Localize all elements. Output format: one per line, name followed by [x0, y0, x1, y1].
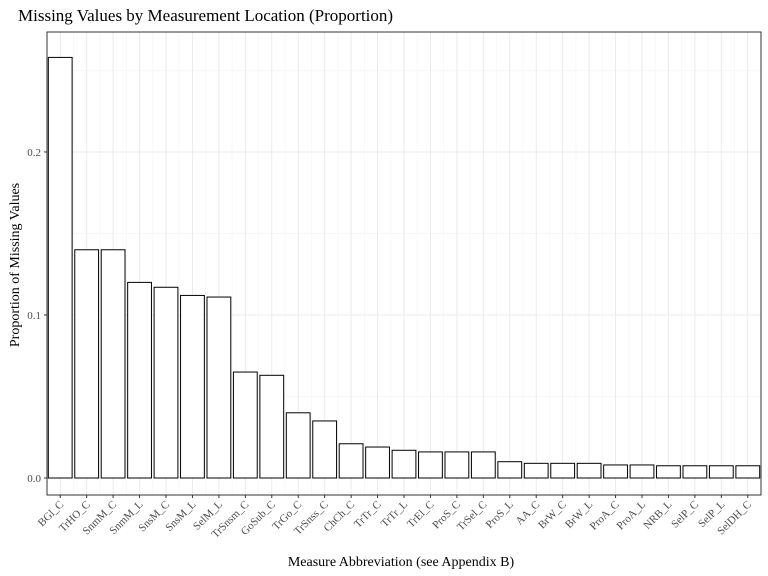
bar-SnsM_C — [153, 286, 179, 479]
x-axis-title: Measure Abbreviation (see Appendix B) — [288, 555, 515, 570]
bars — [47, 56, 761, 479]
bar-SelP_L — [708, 465, 734, 479]
x-tick-label: ProS_L — [484, 498, 516, 530]
bar-ProS_L — [497, 461, 523, 479]
bar-TrHO_C — [74, 249, 100, 479]
bar-BGl_C — [47, 56, 73, 479]
y-tick-label: 0.1 — [27, 310, 41, 322]
bar-TrTr_C — [365, 446, 390, 479]
x-tick-label: TrSel_C — [455, 499, 490, 534]
y-axis: 0.0 0.1 0.2 — [27, 147, 47, 485]
bar-NRB_L — [656, 465, 681, 479]
bar-ChCh_C — [338, 443, 364, 479]
x-tick-label: BrW_C — [536, 499, 569, 532]
bar-ProA_C — [603, 464, 628, 479]
bar-ProS_C — [444, 451, 470, 479]
x-tick-label: TrTr_C — [352, 499, 384, 531]
bar-BrW_C — [550, 462, 576, 479]
x-tick-label: TrTr_L — [379, 498, 410, 529]
bar-BrW_L — [576, 462, 602, 479]
bar-ProA_L — [629, 464, 655, 479]
x-axis: BGl_CTrHO_CSnmM_CSnmM_LSnsM_CSnsM_LSelM_… — [36, 495, 754, 541]
bar-AA_C — [523, 462, 549, 479]
bar-TrEl_C — [418, 451, 443, 479]
y-axis-title: Proportion of Missing Values — [8, 183, 23, 347]
bar-SelM_L — [206, 296, 232, 479]
bar-TrSnss_C — [312, 420, 338, 479]
bar-SnsM_L — [180, 294, 205, 479]
bar-TrGo_C — [285, 412, 311, 479]
x-tick-label: NRB_L — [641, 498, 674, 531]
y-tick-label: 0.0 — [27, 473, 41, 485]
bar-TrSnsm_C — [232, 371, 258, 479]
x-tick-label: ProA_L — [615, 498, 649, 532]
bar-TrTr_L — [391, 449, 417, 479]
x-tick-label: ProA_C — [588, 499, 622, 533]
bar-SnmM_L — [127, 281, 152, 479]
bar-SelDH_C — [735, 465, 761, 479]
x-tick-label: SelP_C — [669, 499, 701, 531]
bar-GoSub_C — [259, 374, 285, 479]
chart-title: Missing Values by Measurement Location (… — [18, 6, 393, 25]
bar-SelP_C — [682, 465, 708, 479]
bar-SnmM_C — [100, 249, 126, 479]
bar-TrSel_C — [470, 451, 496, 479]
y-tick-label: 0.2 — [27, 147, 41, 159]
